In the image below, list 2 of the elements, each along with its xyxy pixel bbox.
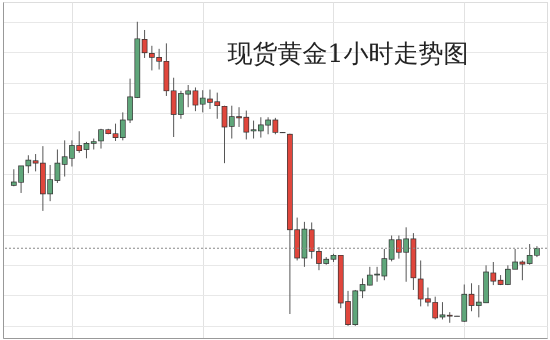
candlestick [149, 45, 155, 71]
text: 现货黄金1小时走势图 [228, 39, 468, 68]
